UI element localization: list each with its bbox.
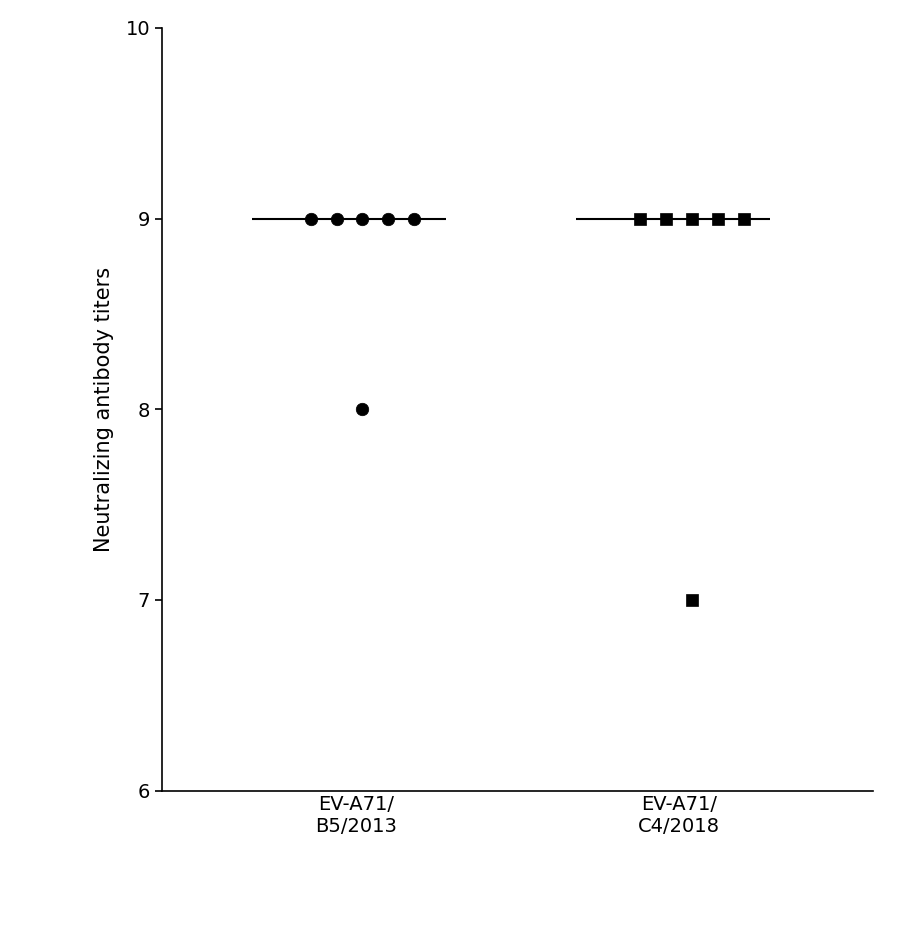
Y-axis label: Neutralizing antibody titers: Neutralizing antibody titers [94, 267, 114, 551]
